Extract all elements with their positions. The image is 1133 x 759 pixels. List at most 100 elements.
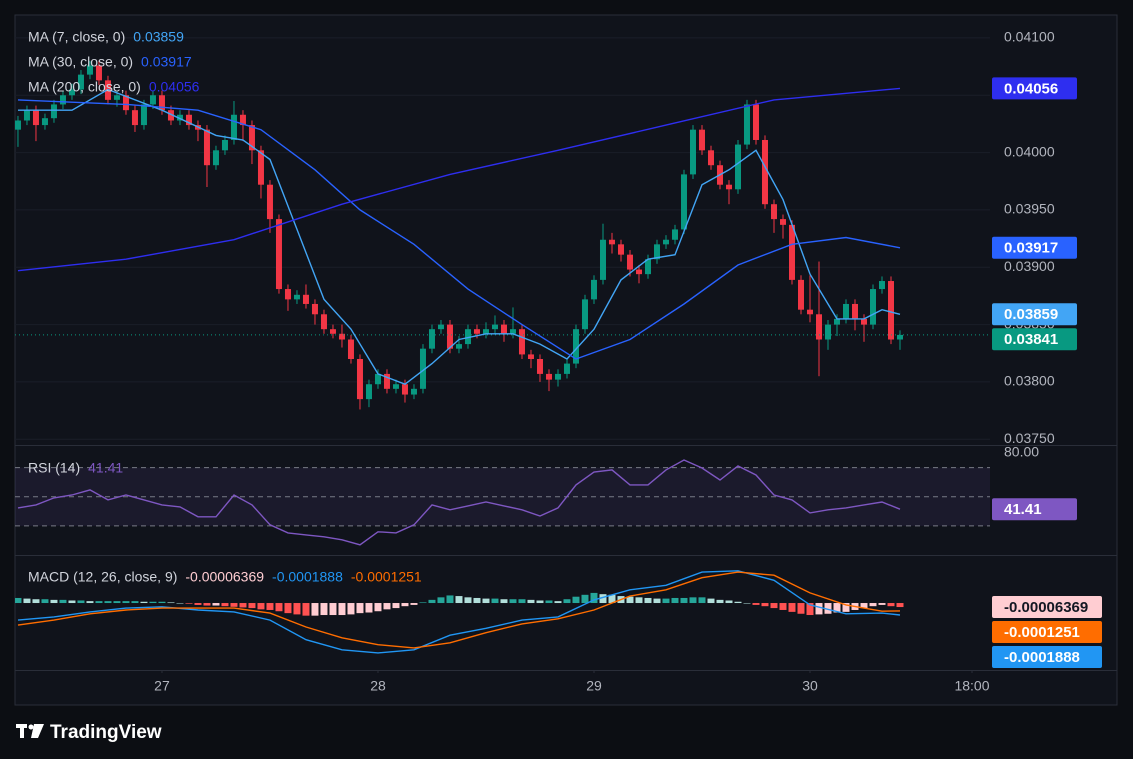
candle-body — [878, 281, 885, 290]
candle-body — [788, 224, 795, 280]
price-label-box — [992, 77, 1077, 100]
macd-histogram-bar — [221, 603, 229, 607]
macd-histogram-bar — [212, 603, 220, 606]
candle-body — [68, 89, 75, 96]
candle-body — [50, 104, 57, 119]
macd-histogram-bar — [797, 603, 805, 614]
macd-histogram-bar — [437, 597, 445, 604]
candle-body — [95, 65, 102, 81]
macd-histogram-bar — [833, 603, 841, 613]
candle-body — [293, 294, 300, 300]
price-label-box — [992, 621, 1102, 644]
candle-body — [626, 254, 633, 270]
macd-histogram-bar — [158, 601, 166, 604]
candle-body — [455, 344, 462, 349]
macd-histogram-bar — [203, 603, 211, 606]
candle-body — [599, 239, 606, 280]
candle-body — [491, 324, 498, 330]
macd-histogram-bar — [653, 598, 661, 604]
candle-body — [806, 309, 813, 315]
moving-average-line — [17, 99, 901, 360]
macd-histogram-bar — [635, 597, 643, 604]
candle-body — [140, 104, 147, 126]
y-tick-label: 0.03800 — [1004, 373, 1055, 389]
candle-body — [563, 363, 570, 374]
macd-histogram-bar — [716, 599, 724, 604]
candle-body — [581, 299, 588, 330]
candle-body — [635, 269, 642, 275]
macd-histogram-bar — [545, 600, 553, 604]
candle-body — [77, 74, 84, 90]
candle-body — [257, 150, 264, 185]
candle-body — [374, 373, 381, 385]
candle-body — [419, 348, 426, 389]
macd-histogram-bar — [284, 603, 292, 614]
macd-histogram-bar — [410, 603, 418, 605]
candle-body — [59, 95, 66, 105]
candle-body — [869, 289, 876, 325]
candle-body — [473, 329, 480, 334]
candle-body — [230, 114, 237, 140]
candle-body — [482, 329, 489, 334]
macd-histogram-bar — [770, 603, 778, 609]
macd-histogram-bar — [500, 599, 508, 604]
candle-body — [401, 384, 408, 395]
rsi-line — [17, 459, 901, 546]
candle-body — [266, 184, 273, 220]
macd-histogram-bar — [878, 603, 886, 605]
price-label: 41.41 — [1004, 501, 1042, 518]
macd-histogram-bar — [536, 600, 544, 604]
candle-body — [302, 294, 309, 304]
candle-body — [437, 324, 444, 330]
macd-histogram-bar — [815, 603, 823, 615]
macd-histogram-bar — [365, 603, 373, 613]
macd-histogram-bar — [239, 603, 247, 608]
candle-body — [896, 334, 903, 340]
candle-body — [617, 244, 624, 255]
macd-histogram-bar — [86, 601, 94, 604]
price-label-box — [992, 498, 1077, 521]
legend-text: -0.0001251 — [351, 569, 422, 585]
macd-histogram-bar — [527, 599, 535, 604]
y-tick-label: 0.04000 — [1004, 143, 1055, 159]
macd-histogram-bar — [689, 597, 697, 604]
axes: 0.041000.040500.040000.039500.039000.038… — [154, 29, 1102, 694]
macd-histogram-bar — [896, 603, 904, 608]
macd-histogram-bar — [743, 603, 751, 604]
price-pane — [15, 37, 990, 440]
candle-body — [221, 139, 228, 151]
price-label: 0.03841 — [1004, 331, 1058, 348]
macd-histogram-bar — [122, 601, 130, 604]
macd-histogram-bar — [869, 603, 877, 607]
macd-histogram-bar — [248, 603, 256, 609]
price-label: -0.00006369 — [1004, 599, 1088, 616]
candle-body — [527, 354, 534, 359]
macd-histogram-bar — [554, 601, 562, 604]
legend-text: MACD (12, 26, close, 9) — [28, 569, 177, 585]
macd-histogram-bar — [347, 603, 355, 615]
candle-body — [698, 129, 705, 151]
chart-frame — [14, 14, 1118, 706]
macd-histogram-bar — [680, 597, 688, 604]
macd-histogram-bar — [707, 598, 715, 604]
candle-body — [662, 239, 669, 245]
candle-body — [329, 329, 336, 334]
candle-body — [734, 144, 741, 190]
macd-histogram-bar — [140, 601, 148, 604]
macd-histogram-bar — [518, 599, 526, 604]
macd-histogram-bar — [329, 603, 337, 616]
candle-body — [464, 329, 471, 345]
candle-body — [176, 114, 183, 121]
y-tick-label: 80.00 — [1004, 444, 1039, 460]
candle-body — [743, 104, 750, 145]
candle-body — [203, 129, 210, 166]
candle-body — [248, 125, 255, 151]
candle-body — [608, 239, 615, 245]
x-tick-label: 28 — [370, 678, 386, 694]
candle-body — [797, 279, 804, 310]
macd-histogram-bar — [338, 603, 346, 616]
macd-histogram-bar — [725, 600, 733, 604]
candle-body — [365, 384, 372, 400]
candle-body — [311, 303, 318, 315]
